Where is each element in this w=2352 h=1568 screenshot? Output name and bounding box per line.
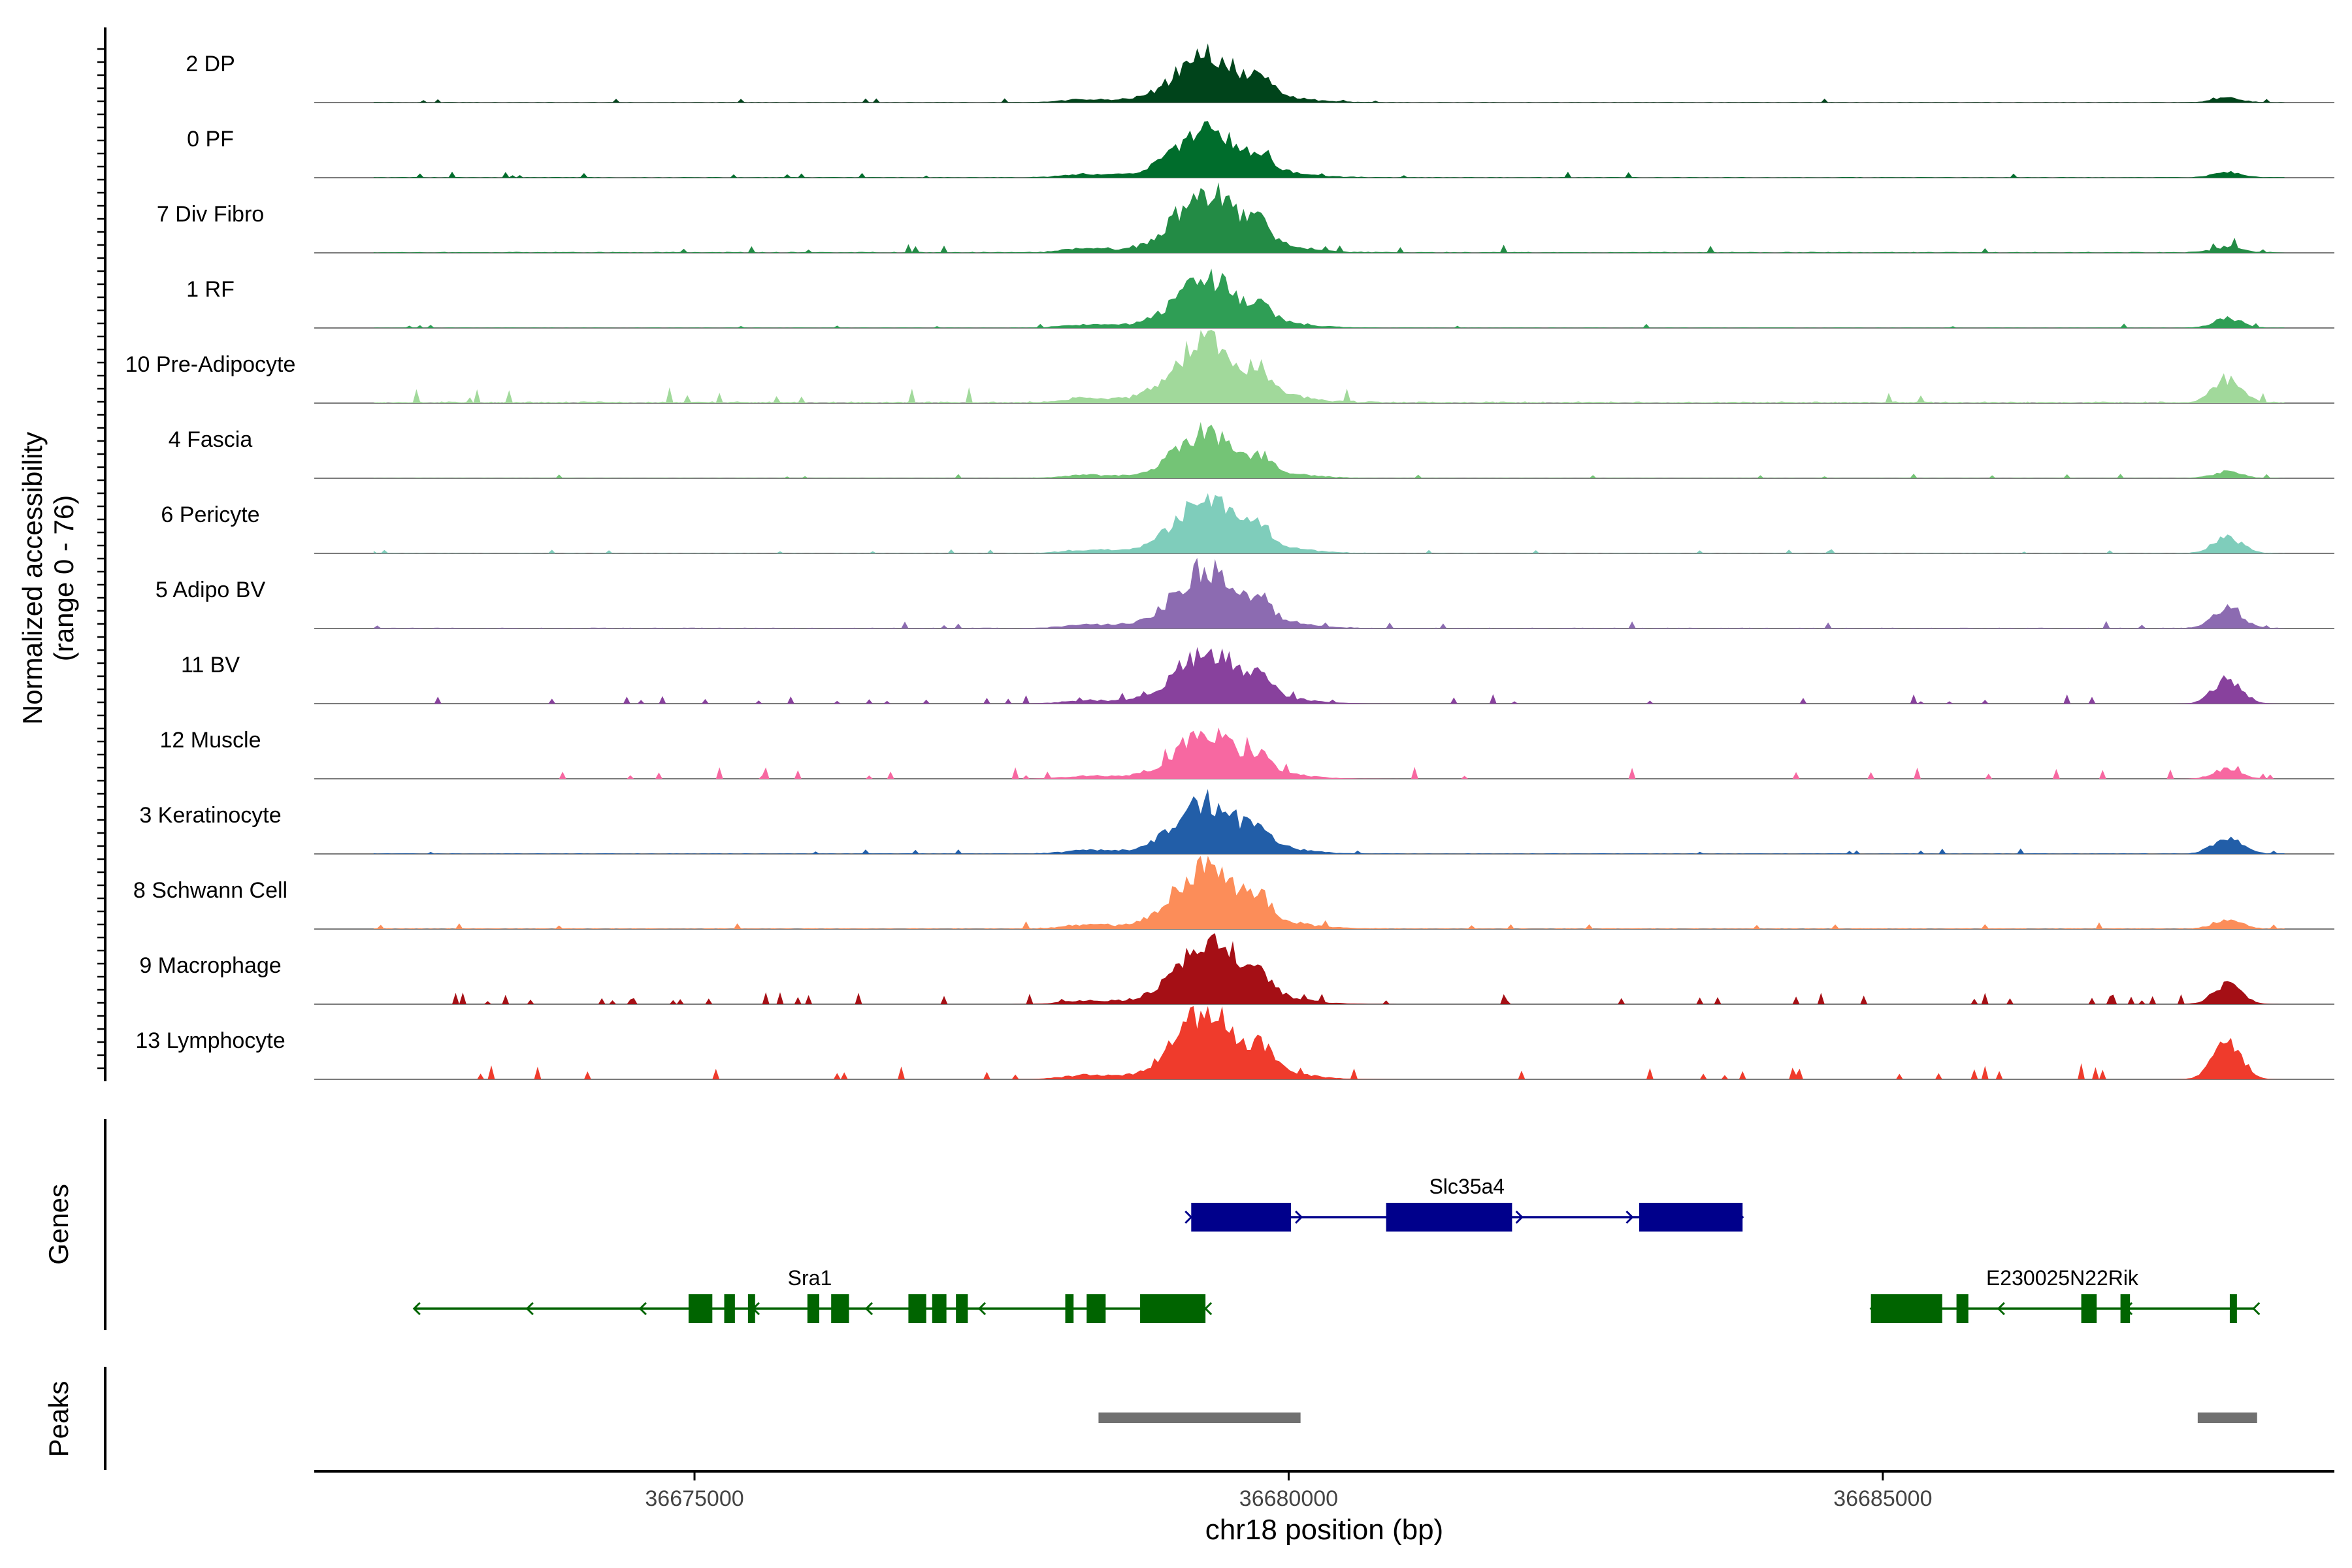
exon [1140,1294,1206,1323]
peaks-panel-label: Peaks [43,1381,74,1458]
track-5-adipo-bv: 5 Adipo BV [155,557,2334,629]
track-label: 6 Pericyte [161,502,259,527]
track-label: 10 Pre-Adipocyte [125,352,296,377]
x-tick-label: 36680000 [1239,1486,1338,1511]
exon [747,1294,755,1323]
strand-arrow [1203,1301,1213,1316]
exon [831,1294,849,1323]
track-label: 9 Macrophage [139,953,281,978]
track-4-fascia: 4 Fascia [169,421,2334,479]
track-3-keratinocyte: 3 Keratinocyte [139,789,2334,855]
coverage-area [373,121,2285,178]
coverage-area [373,933,2285,1004]
track-label: 4 Fascia [169,427,253,452]
track-11-bv: 11 BV [181,647,2334,704]
track-2-dp: 2 DP [186,43,2334,103]
gene-sra1: Sra1 [412,1266,1213,1323]
coverage-area [373,1006,2285,1079]
track-label: 1 RF [186,277,235,302]
track-label: 8 Schwann Cell [133,878,287,903]
coverage-area [373,557,2285,629]
gene-e230025n22rik: E230025N22Rik [1869,1266,2261,1323]
coverage-area [373,647,2285,704]
track-label: 2 DP [186,52,235,76]
track-10-pre-adipocyte: 10 Pre-Adipocyte [125,330,2334,404]
track-label: 3 Keratinocyte [139,803,281,828]
coverage-tracks: 2 DP 0 PF 7 Div Fibro 1 RF 10 Pre-Adipocyte 4… [125,43,2334,1080]
coverage-area [373,493,2285,553]
coverage-area [373,330,2285,403]
gene-label: Sra1 [788,1266,832,1290]
track-12-muscle: 12 Muscle [160,727,2334,779]
exon [2120,1294,2131,1323]
track-6-pericyte: 6 Pericyte [161,493,2334,554]
peak-regions [1098,1413,2257,1423]
exon [1639,1203,1743,1232]
coverage-area [373,43,2285,103]
coverage-area [373,856,2285,929]
strand-arrow [1184,1210,1193,1224]
strand-arrow [1625,1210,1634,1224]
track-label: 5 Adipo BV [155,578,266,602]
coverage-area [373,182,2285,253]
strand-arrow [525,1301,534,1316]
track-label: 0 PF [187,127,234,152]
track-label: 13 Lymphocyte [135,1028,285,1053]
exon [1386,1203,1512,1232]
coverage-area [373,727,2285,779]
exon [956,1294,968,1323]
exon [688,1294,713,1323]
track-label: 7 Div Fibro [157,202,264,227]
exon [1086,1294,1106,1323]
strand-arrow [412,1301,421,1316]
exon [932,1294,947,1323]
genes-panel-label: Genes [43,1184,74,1265]
exon [2229,1294,2237,1323]
strand-arrow [2252,1301,2261,1316]
exon [807,1294,819,1323]
exon [1065,1294,1074,1323]
strand-arrow [638,1301,647,1316]
track-1-rf: 1 RF [186,269,2334,329]
track-label: 12 Muscle [160,728,261,753]
x-tick-label: 36685000 [1833,1486,1932,1511]
tracks-y-axis-ticks [97,48,105,1070]
strand-arrow [1515,1210,1524,1224]
exon [1191,1203,1292,1232]
track-7-div-fibro: 7 Div Fibro [157,182,2334,253]
coverage-area [373,789,2285,854]
strand-arrow [977,1301,987,1316]
gene-label: Slc35a4 [1429,1175,1505,1198]
track-label: 11 BV [181,653,240,678]
track-0-pf: 0 PF [187,121,2334,178]
exon [908,1294,926,1323]
exon [1870,1294,1942,1323]
y-axis-title: Normalized accessibility [17,432,48,725]
gene-label: E230025N22Rik [1986,1266,2139,1290]
x-tick-label: 36675000 [645,1486,743,1511]
gene-annotations: Slc35a4 Sra1 E230025N22Rik [412,1175,2261,1323]
exon [1956,1294,1968,1323]
coverage-area [373,421,2285,478]
x-axis-title: chr18 position (bp) [1205,1514,1443,1546]
exon [2081,1294,2097,1323]
peak-bar [2197,1413,2257,1423]
x-axis-ticks: 36675000 36680000 36685000 [645,1471,1932,1511]
strand-arrow [1295,1210,1303,1224]
coverage-area [373,269,2285,328]
strand-arrow [864,1301,874,1316]
y-axis-title-range: (range 0 - 76) [48,495,79,661]
strand-arrow [1997,1301,2005,1316]
track-9-macrophage: 9 Macrophage [139,933,2334,1005]
gene-slc35a4: Slc35a4 [1184,1175,1744,1232]
exon [724,1294,735,1323]
track-13-lymphocyte: 13 Lymphocyte [135,1006,2334,1080]
track-8-schwann-cell: 8 Schwann Cell [133,856,2334,930]
peak-bar [1098,1413,1301,1423]
